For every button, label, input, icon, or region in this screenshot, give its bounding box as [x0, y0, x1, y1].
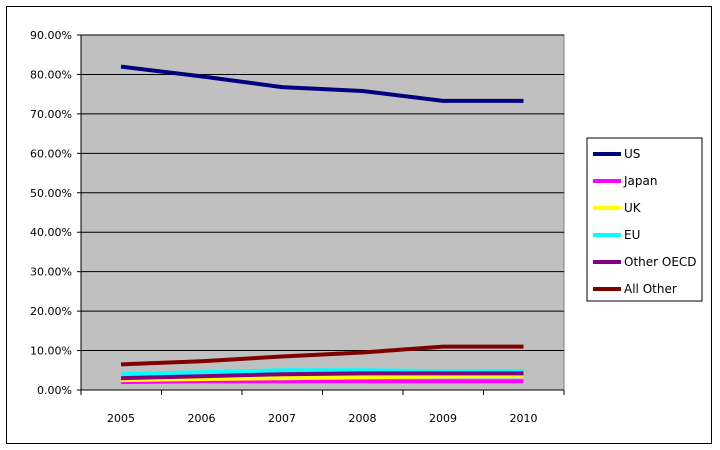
- legend-label: Japan: [623, 174, 657, 188]
- legend-box: [586, 137, 703, 302]
- x-tick-label: 2009: [429, 412, 457, 425]
- plot-area: [80, 34, 565, 391]
- series-line-uk: [120, 373, 524, 383]
- y-tick-label: 30.00%: [30, 266, 72, 279]
- legend-label: All Other: [624, 282, 677, 296]
- y-tick-label: 70.00%: [30, 108, 72, 121]
- legend-label: Other OECD: [624, 255, 697, 269]
- grid-lines: [81, 34, 564, 352]
- y-tick-label: 0.00%: [37, 384, 72, 397]
- series-line-all-other: [120, 344, 524, 367]
- x-tick-label: 2008: [349, 412, 377, 425]
- y-tick-label: 50.00%: [30, 187, 72, 200]
- x-tick-label: 2007: [268, 412, 296, 425]
- legend-label: US: [624, 147, 640, 161]
- series-lines: [120, 64, 524, 385]
- legend-label: UK: [624, 201, 642, 215]
- x-tick-label: 2006: [188, 412, 216, 425]
- y-tick-label: 60.00%: [30, 147, 72, 160]
- series-line-eu: [120, 368, 524, 377]
- x-tick-label: 2005: [107, 412, 135, 425]
- y-tick-label: 80.00%: [30, 68, 72, 81]
- series-line-japan: [120, 379, 524, 385]
- legend-label: EU: [624, 228, 640, 242]
- y-tick-label: 40.00%: [30, 226, 72, 239]
- y-tick-label: 90.00%: [30, 29, 72, 42]
- x-tick-label: 2010: [510, 412, 538, 425]
- y-axis-ticks: 0.00% 10.00% 20.00% 30.00% 40.00% 50.00% 60.00…: [30, 29, 81, 397]
- series-line-us: [120, 64, 524, 103]
- legend: US Japan UK EU Other OECD All Other: [586, 137, 703, 302]
- y-tick-label: 20.00%: [30, 305, 72, 318]
- y-tick-label: 10.00%: [30, 345, 72, 358]
- series-line-other-oecd: [120, 371, 524, 381]
- x-axis-ticks: 2005 2006 2007 2008 2009 2010: [80, 390, 565, 425]
